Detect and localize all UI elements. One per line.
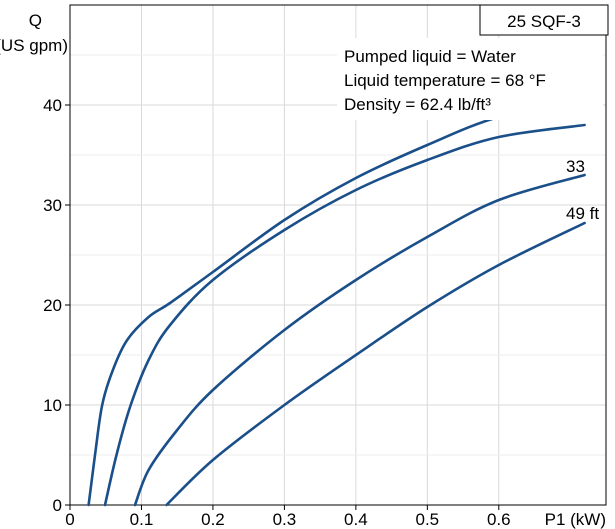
x-tick-label: 0.4: [344, 510, 368, 529]
y-tick-label: 40: [43, 96, 62, 115]
series-curves: [87, 98, 588, 507]
series-line: [103, 123, 586, 507]
y-tick-labels: 0 10 20 30 40: [43, 96, 62, 515]
y-axis-label-q: Q: [29, 11, 42, 30]
x-tick-label: 0.2: [201, 510, 225, 529]
x-axis-label: P1 (kW): [545, 510, 606, 529]
tick-marks: [65, 104, 500, 510]
series-label: 33: [566, 157, 585, 176]
y-tick-label: 0: [53, 496, 62, 515]
series-line: [165, 221, 586, 507]
chart-title: 25 SQF-3: [507, 12, 581, 31]
x-tick-label: 0.3: [273, 510, 297, 529]
annotation-temperature: Liquid temperature = 68 °F: [344, 71, 546, 90]
y-axis-label-unit: (US gpm): [0, 36, 68, 55]
y-tick-label: 20: [43, 296, 62, 315]
series-line: [87, 98, 588, 507]
y-tick-label: 10: [43, 396, 62, 415]
x-tick-label: 0.6: [487, 510, 511, 529]
x-tick-label: 0: [65, 510, 74, 529]
plot-frame: [69, 4, 607, 506]
series-line: [133, 173, 586, 507]
series-label: 49 ft: [566, 204, 599, 223]
annotations: Pumped liquid = Water Liquid temperature…: [337, 38, 603, 120]
annotation-density: Density = 62.4 lb/ft³: [344, 95, 491, 114]
title-box: 25 SQF-3: [479, 4, 609, 36]
x-tick-labels: 0 0.1 0.2 0.3 0.4 0.5 0.6: [65, 510, 510, 529]
annotation-liquid: Pumped liquid = Water: [344, 47, 516, 66]
y-tick-label: 30: [43, 196, 62, 215]
x-tick-label: 0.1: [130, 510, 154, 529]
x-tick-label: 0.5: [416, 510, 440, 529]
